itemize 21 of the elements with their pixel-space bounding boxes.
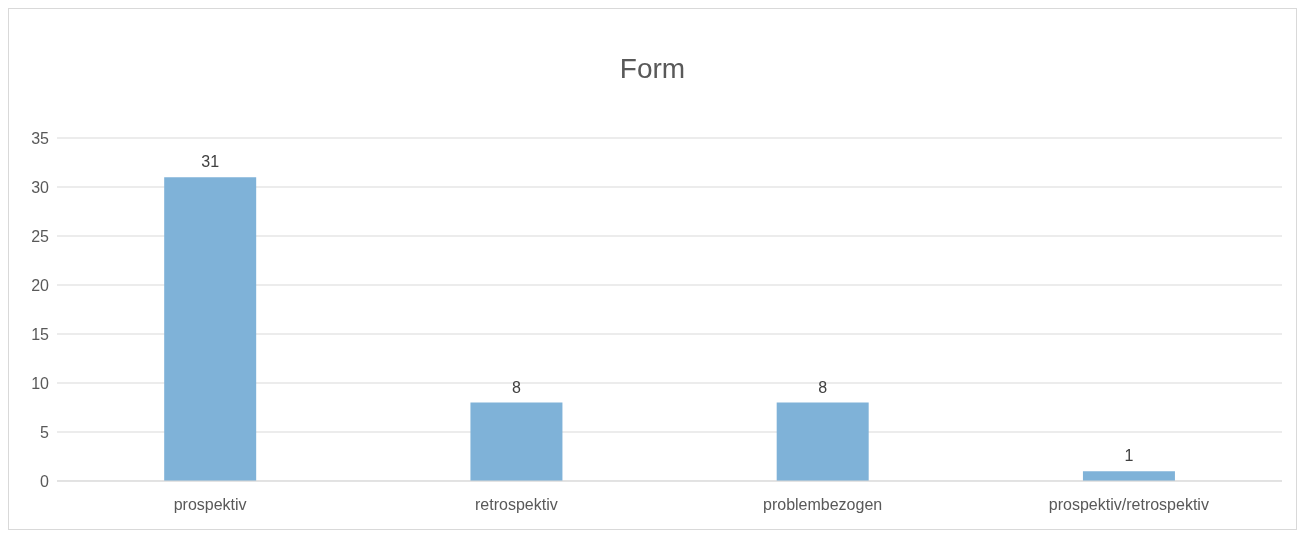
bar <box>470 402 563 481</box>
bar <box>1082 471 1175 481</box>
y-tick-label: 35 <box>31 129 50 147</box>
y-tick-label: 30 <box>31 178 50 196</box>
y-tick-label: 0 <box>40 472 50 490</box>
x-tick-label: problembezogen <box>763 496 883 514</box>
data-label: 8 <box>511 378 521 396</box>
y-tick-label: 15 <box>31 325 50 343</box>
data-label: 8 <box>818 378 828 396</box>
y-tick-label: 20 <box>31 276 50 294</box>
y-tick-label: 10 <box>31 374 50 392</box>
x-tick-label: retrospektiv <box>475 496 558 514</box>
data-label: 31 <box>201 153 220 171</box>
x-tick-label: prospektiv/retrospektiv <box>1048 496 1209 514</box>
x-tick-label: prospektiv <box>173 496 247 514</box>
chart-title: Form <box>618 52 687 86</box>
y-tick-label: 25 <box>31 227 50 245</box>
bar <box>776 402 869 481</box>
bar <box>164 177 257 481</box>
y-tick-label: 5 <box>40 423 50 441</box>
data-label: 1 <box>1124 447 1134 465</box>
